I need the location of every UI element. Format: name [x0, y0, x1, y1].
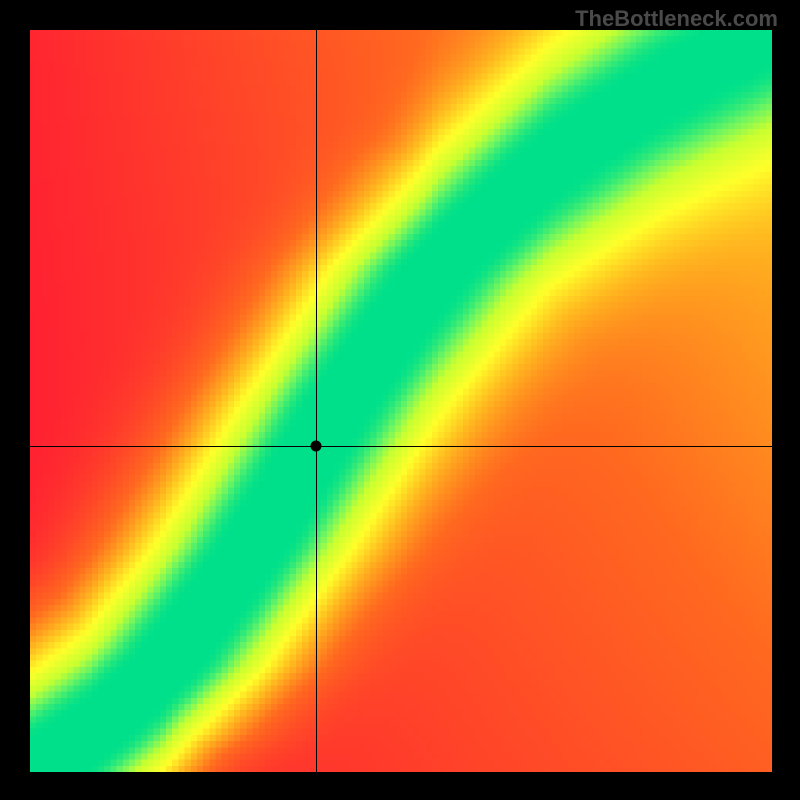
- watermark-text: TheBottleneck.com: [575, 6, 778, 32]
- data-point-marker: [310, 440, 321, 451]
- crosshair-horizontal: [30, 446, 772, 447]
- chart-container: TheBottleneck.com: [0, 0, 800, 800]
- bottleneck-heatmap: [30, 30, 772, 772]
- crosshair-vertical: [316, 30, 317, 772]
